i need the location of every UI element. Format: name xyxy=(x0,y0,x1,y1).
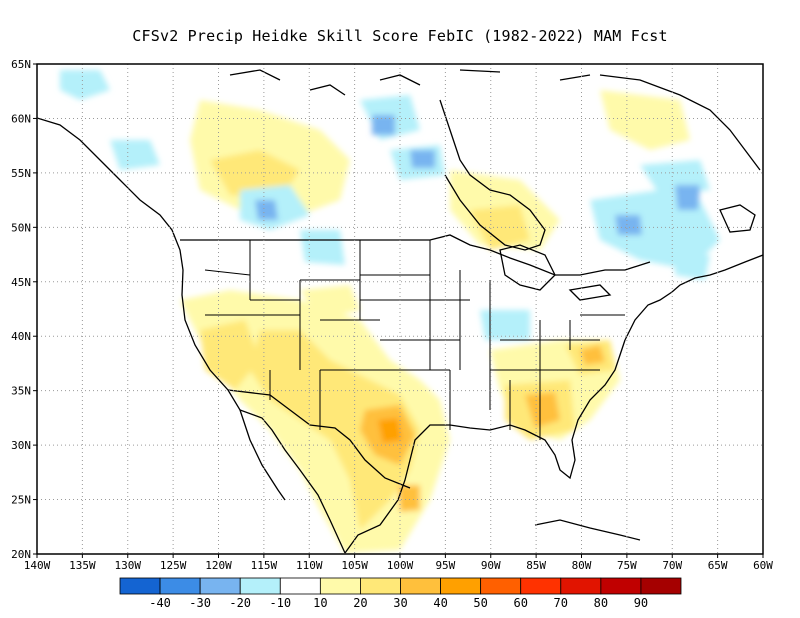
lat-label: 60N xyxy=(11,112,31,125)
legend-label: 50 xyxy=(473,596,487,610)
shade-40-50-texas xyxy=(378,418,402,443)
legend-swatch xyxy=(159,577,201,595)
shade-neg10-sask xyxy=(300,230,345,265)
legend-label: -10 xyxy=(269,596,291,610)
legend-label: -40 xyxy=(149,596,171,610)
newfoundland xyxy=(719,204,756,233)
legend-swatch xyxy=(239,577,281,595)
shade-neg20-hudson xyxy=(410,150,435,168)
legend-swatch xyxy=(319,577,361,595)
legend-swatch xyxy=(119,577,161,595)
shade-30-40-nc xyxy=(580,345,605,365)
lon-label: 110W xyxy=(296,559,323,572)
lon-label: 100W xyxy=(387,559,414,572)
legend-swatch xyxy=(360,577,401,595)
legend-swatch xyxy=(640,577,682,595)
arctic-islands xyxy=(229,69,591,96)
shade-20-30-nevada xyxy=(200,320,260,390)
great-lakes xyxy=(499,244,556,291)
state-lines-east xyxy=(489,280,625,440)
atlantic-coast xyxy=(624,254,763,341)
shade-neg20-alberta xyxy=(255,200,278,220)
lon-label: 60W xyxy=(753,559,773,572)
legend-swatch xyxy=(480,577,522,595)
shade-neg20-quebec xyxy=(615,215,642,235)
shade-10-20-plains xyxy=(300,285,360,320)
legend-swatch xyxy=(199,577,241,595)
baja-peninsula xyxy=(239,409,286,501)
lake-erie xyxy=(568,284,612,301)
legend-swatch xyxy=(440,577,482,595)
shade-neg10-northeast xyxy=(675,255,710,280)
lon-label: 80W xyxy=(572,559,592,572)
shade-neg20-nunavut xyxy=(372,115,395,135)
shade-neg10-bc xyxy=(110,140,160,170)
lon-label: 70W xyxy=(662,559,682,572)
legend-label: -30 xyxy=(189,596,211,610)
legend-label: 70 xyxy=(554,596,568,610)
shade-neg10-greatlakes xyxy=(480,310,530,340)
lon-label: 85W xyxy=(526,559,546,572)
lon-label: 105W xyxy=(341,559,368,572)
legend-label: 10 xyxy=(313,596,327,610)
lon-label: 125W xyxy=(160,559,187,572)
lon-label: 75W xyxy=(617,559,637,572)
lat-label: 25N xyxy=(11,494,31,507)
lon-label: 140W xyxy=(24,559,51,572)
labrador-coast xyxy=(599,74,761,171)
latitude-labels: 65N 60N 55N 50N 45N 40N 35N 30N 25N 20N xyxy=(11,58,37,561)
hudson-bay xyxy=(439,99,546,251)
state-lines-west xyxy=(204,240,380,430)
color-legend: -40 -30 -20 -10 10 20 30 40 50 60 70 80 90 xyxy=(119,577,682,610)
legend-label: -20 xyxy=(229,596,251,610)
lon-label: 115W xyxy=(251,559,278,572)
legend-swatch xyxy=(400,577,441,595)
legend-swatch xyxy=(600,577,642,595)
legend-label: 30 xyxy=(393,596,407,610)
shade-20-30-southwest xyxy=(250,330,420,530)
lat-label: 30N xyxy=(11,439,31,452)
state-boundaries xyxy=(204,239,625,440)
map-title: CFSv2 Precip Heidke Skill Score FebIC (1… xyxy=(132,27,668,45)
lon-label: 120W xyxy=(205,559,232,572)
shade-20-30-ontario xyxy=(470,205,530,250)
shade-neg20-labrador xyxy=(675,185,700,210)
legend-label: 90 xyxy=(634,596,648,610)
legend-label: 60 xyxy=(513,596,527,610)
legend-label: 40 xyxy=(433,596,447,610)
lat-label: 20N xyxy=(11,548,31,561)
legend-swatch xyxy=(560,577,602,595)
legend-swatch xyxy=(520,577,562,595)
shade-neg10-alaska xyxy=(60,70,110,100)
legend-label: 20 xyxy=(353,596,367,610)
lat-label: 50N xyxy=(11,221,31,234)
lon-label: 135W xyxy=(69,559,96,572)
lon-label: 90W xyxy=(481,559,501,572)
longitude-labels: 140W 135W 130W 125W 120W 115W 110W 105W 100W 95W 9… xyxy=(24,554,773,572)
lat-label: 55N xyxy=(11,167,31,180)
lat-label: 65N xyxy=(11,58,31,71)
legend-label: 80 xyxy=(594,596,608,610)
lon-label: 65W xyxy=(708,559,728,572)
us-mexico-border xyxy=(227,389,411,489)
legend-swatch xyxy=(279,577,321,595)
cuba xyxy=(534,519,641,541)
shade-30-40-georgia xyxy=(525,392,560,428)
shade-10-20-quebec xyxy=(600,90,690,150)
lat-label: 45N xyxy=(11,276,31,289)
lat-label: 35N xyxy=(11,385,31,398)
shade-30-40-mexico xyxy=(398,485,420,512)
lon-label: 95W xyxy=(435,559,455,572)
lon-label: 130W xyxy=(115,559,142,572)
lat-lon-grid xyxy=(37,64,763,554)
state-lines-central xyxy=(360,239,470,430)
gulf-of-mexico-coast xyxy=(344,339,626,554)
lat-label: 40N xyxy=(11,330,31,343)
